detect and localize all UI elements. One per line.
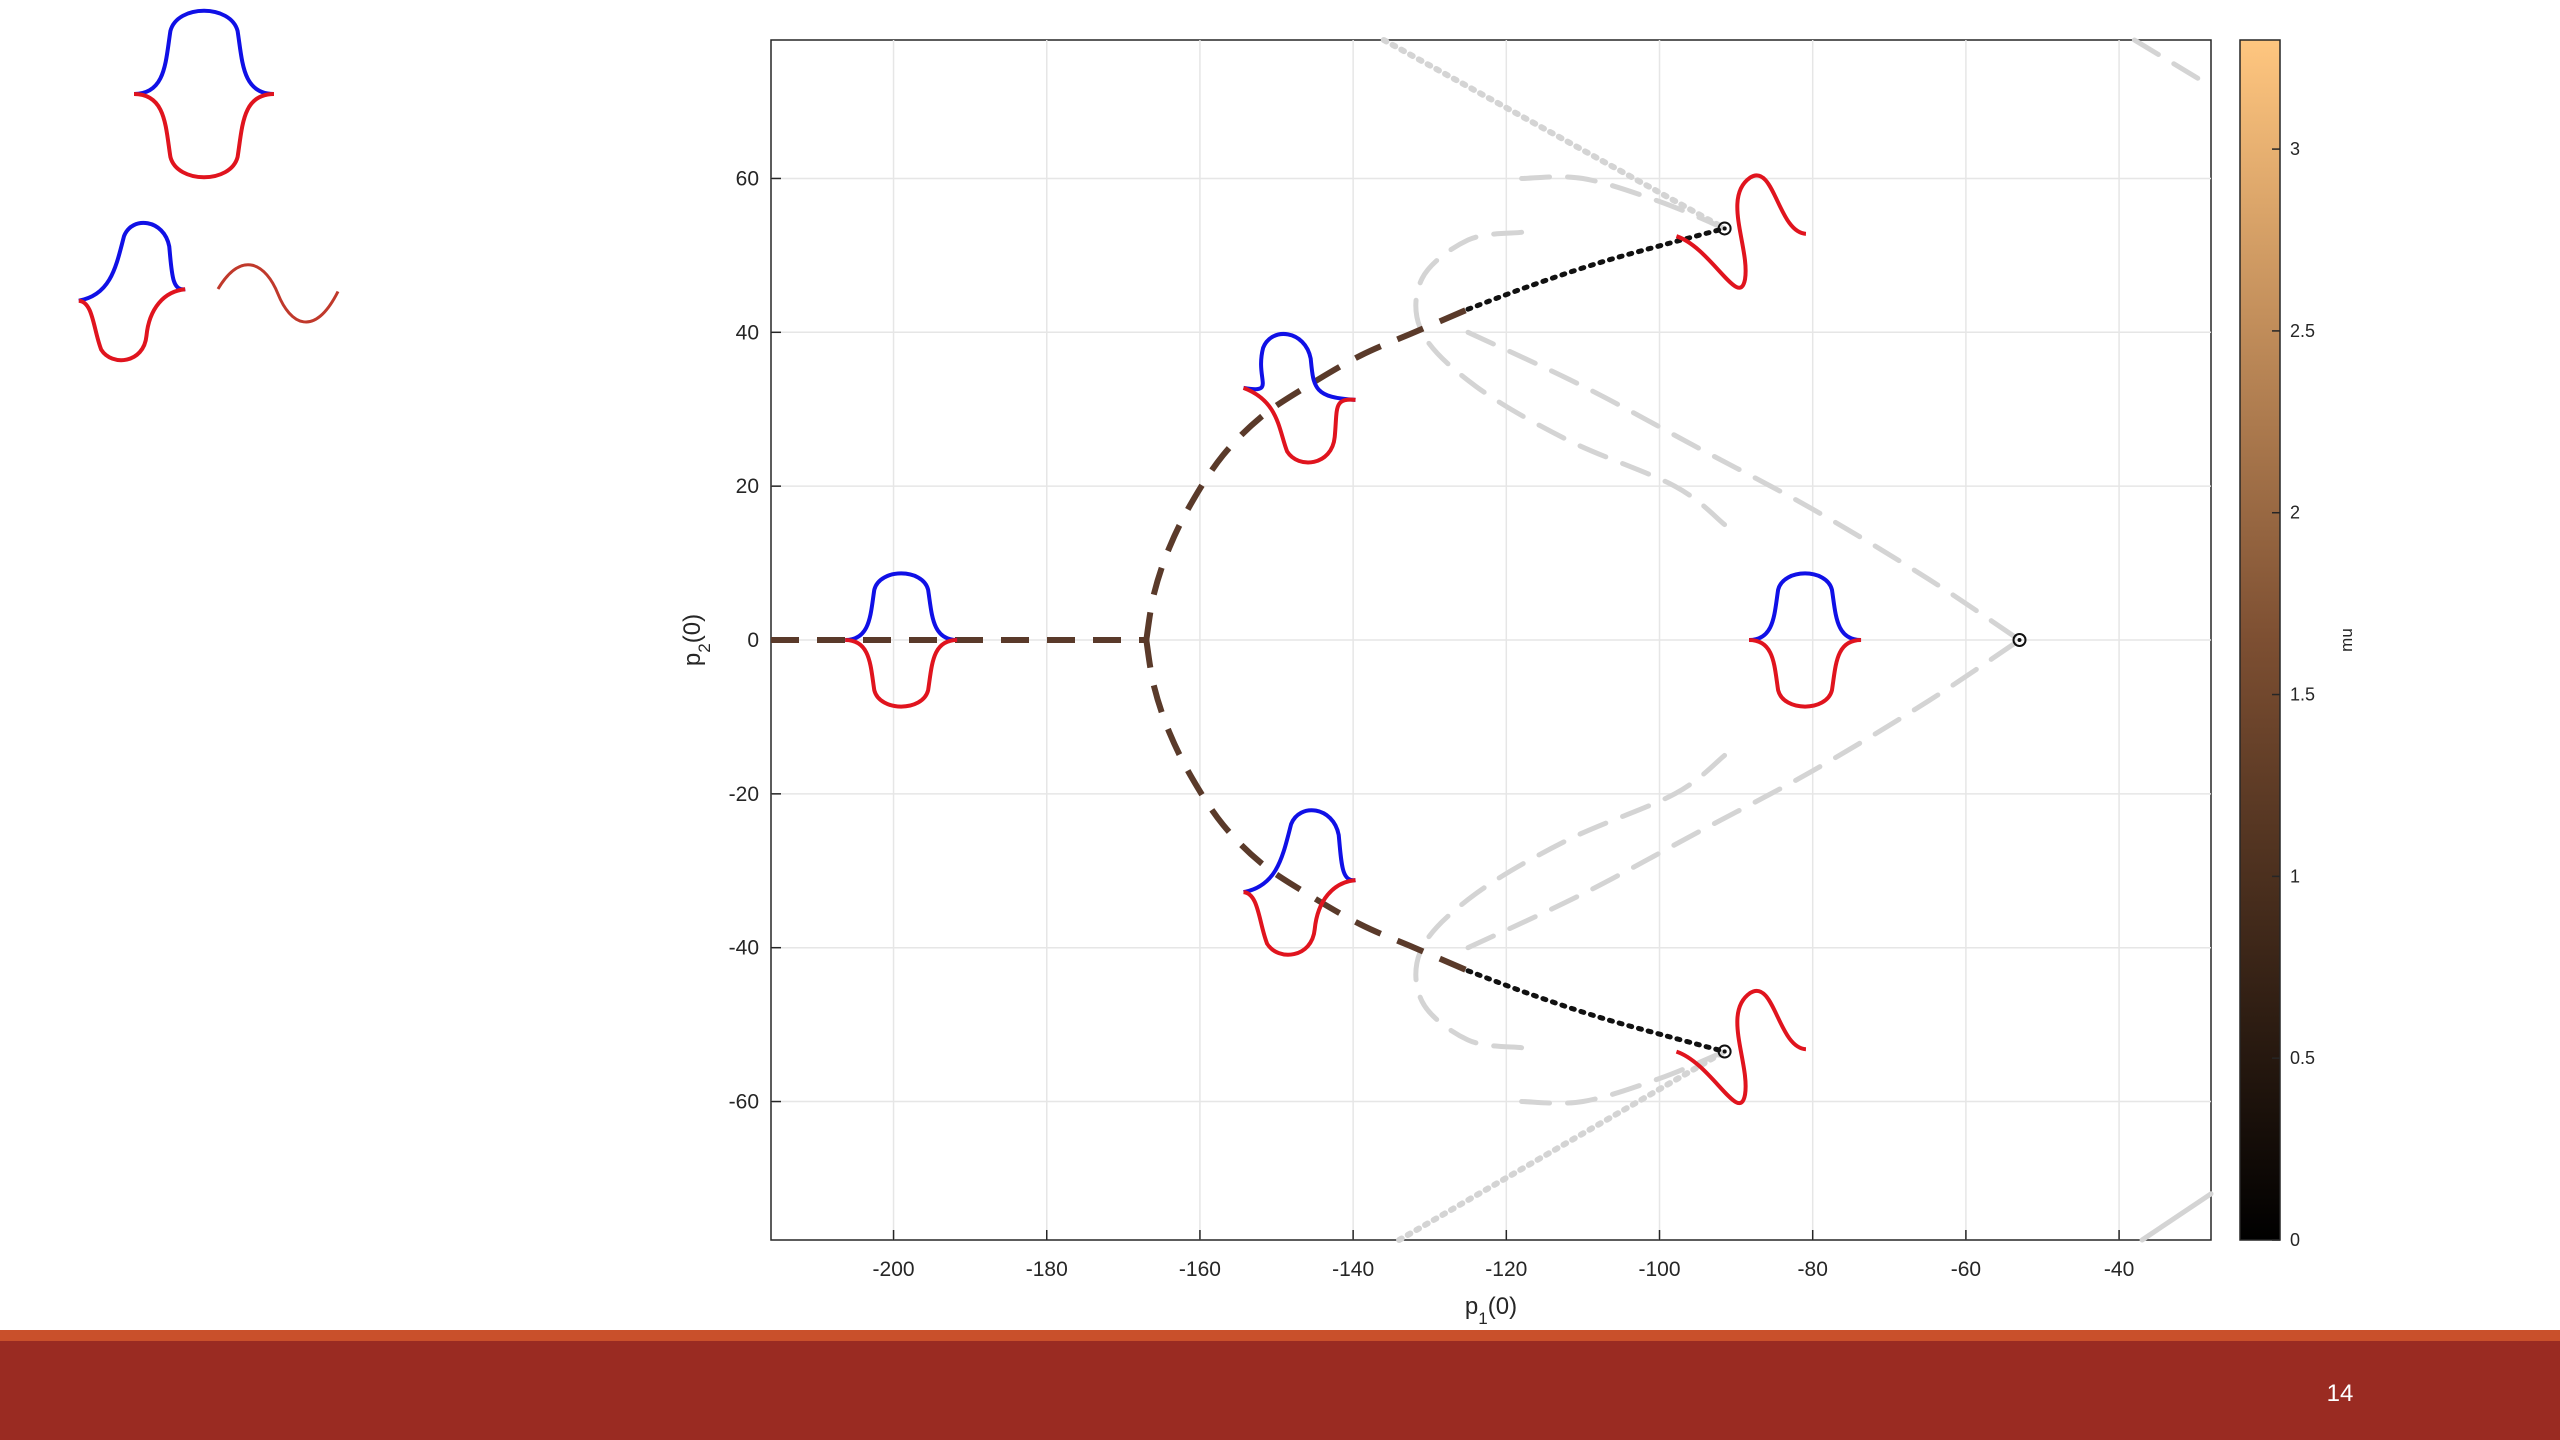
colorbar-tick-label: 1.5: [2290, 685, 2315, 705]
legend-s-curve: [216, 263, 340, 324]
y-tick-label: 20: [736, 475, 759, 498]
x-tick-label: -140: [1332, 1258, 1374, 1281]
colorbar-tick-label: 2.5: [2290, 321, 2315, 341]
x-tick-labels: -200 -180 -160 -140 -120 -100 -80 -60 -40: [873, 1258, 2135, 1281]
upper-lobe-blue: [1748, 571, 1862, 642]
legend-shape-asymmetric: [78, 220, 186, 363]
end-marker-inner: [1722, 1049, 1727, 1054]
end-marker-outer: [2012, 633, 2027, 647]
legend-shape-s-curve: [216, 263, 340, 324]
lower-lobe-red: [1748, 638, 1862, 709]
lower-lobe-red: [1242, 385, 1356, 465]
ghost-branch: [2139, 1191, 2214, 1243]
s-curve-red: [1675, 988, 1807, 1105]
end-marker-inner: [1722, 226, 1727, 231]
branches: [771, 226, 2020, 1054]
x-axis-label: p1(0): [1465, 1293, 1517, 1328]
ghost-branch: [1413, 229, 1728, 528]
branch-curve: [1465, 226, 1728, 312]
shape-inset-s-curve: [1675, 173, 1807, 290]
shape-inset-skew-up: [1242, 808, 1356, 957]
x-tick-label: -200: [873, 1258, 915, 1281]
y-tick-labels: -60 -40 -20 0 20 40 60: [729, 167, 759, 1113]
upper-lobe-blue: [845, 571, 958, 642]
y-tick-label: -60: [729, 1091, 759, 1114]
end-marker-outer: [1717, 1044, 1732, 1059]
y-tick-label: -40: [729, 937, 759, 960]
y-tick-label: 60: [736, 167, 759, 190]
lower-lobe-red: [133, 92, 275, 180]
shape-legend: [78, 8, 340, 363]
shape-inset-skew-down: [1242, 332, 1356, 465]
end-markers: [1717, 221, 2027, 1059]
shape-inset-symmetric: [845, 571, 958, 709]
colorbar-ticks: 0 0.5 1 1.5 2 2.5 3: [2272, 139, 2315, 1250]
x-tick-label: -160: [1179, 1258, 1221, 1281]
colorbar-tick-label: 3: [2290, 139, 2300, 159]
ghost-branch: [1413, 752, 1728, 1051]
lower-lobe-red: [845, 638, 958, 709]
upper-lobe-blue: [1243, 332, 1356, 402]
footer-accent-line: [0, 1330, 2560, 1341]
branch-curve: [1465, 968, 1728, 1054]
bifurcation-chart: -200 -180 -160 -140 -120 -100 -80 -60 -40 -60-40…: [679, 37, 2356, 1328]
footer-bar: [0, 1341, 2560, 1440]
y-tick-label: 0: [747, 629, 759, 652]
page-number: 14: [2326, 1380, 2354, 1407]
ghost-branches: [1380, 37, 2214, 1243]
y-tick-label: 40: [736, 321, 759, 344]
legend-shape-symmetric: [133, 8, 275, 180]
shape-inset-symmetric: [1748, 571, 1862, 709]
lower-lobe-red: [78, 287, 186, 363]
s-curve-red: [1675, 173, 1807, 290]
upper-lobe-blue: [1243, 808, 1356, 895]
upper-lobe-blue: [78, 220, 186, 303]
ghost-branch: [1380, 37, 1728, 232]
end-marker-outer: [1717, 221, 1732, 236]
colorbar-tick-label: 1: [2290, 866, 2300, 886]
colorbar-tick-label: 0.5: [2290, 1048, 2315, 1068]
x-tick-label: -120: [1485, 1258, 1527, 1281]
end-marker-inner: [2017, 638, 2022, 642]
y-tick-label: -20: [729, 783, 759, 806]
lower-lobe-red: [1242, 878, 1356, 957]
ghost-branch: [1396, 1048, 1728, 1243]
colorbar-label: mu: [2337, 628, 2356, 652]
shape-insets: [845, 173, 1862, 1105]
colorbar: 0 0.5 1 1.5 2 2.5 3 mu: [2239, 39, 2356, 1250]
x-tick-label: -40: [2104, 1258, 2134, 1281]
upper-lobe-blue: [133, 8, 275, 96]
branch-curve: [1143, 639, 1470, 974]
x-tick-label: -80: [1798, 1258, 1828, 1281]
ghost-branch: [1465, 329, 2022, 643]
colorbar-gradient: [2239, 39, 2281, 1241]
ghost-branch: [2131, 37, 2214, 89]
x-tick-label: -60: [1951, 1258, 1981, 1281]
x-tick-label: -180: [1026, 1258, 1068, 1281]
shape-inset-s-curve: [1675, 988, 1807, 1105]
branch-curve: [1143, 306, 1470, 641]
x-tick-label: -100: [1638, 1258, 1680, 1281]
colorbar-tick-label: 2: [2290, 503, 2300, 523]
colorbar-tick-label: 0: [2290, 1230, 2300, 1250]
ghost-branch: [1465, 637, 2022, 951]
y-axis-label: p2(0): [679, 614, 714, 666]
